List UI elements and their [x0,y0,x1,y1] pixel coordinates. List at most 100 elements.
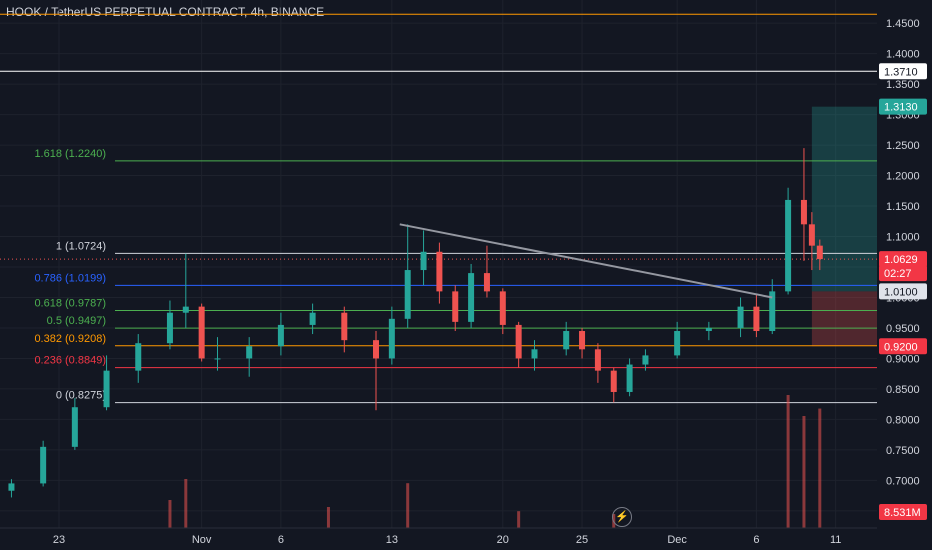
price-tag-box [879,283,927,300]
x-tick-label: Dec [667,534,687,546]
candle-body [198,306,205,359]
volume-bar [406,483,410,528]
y-tick-label: 1.1000 [886,232,920,244]
candle-body [483,273,490,292]
fib-label: 1 (1.0724) [56,240,106,252]
volume-bar [517,511,521,528]
candle-body [594,349,601,371]
price-tag-label: 1.3130 [884,102,918,114]
price-tags: 1.3710 1.3130 1.0629 02:27 1.0100 0.9200 8.531… [879,63,927,520]
price-tag-box [879,251,927,268]
fib-label: 0.236 (0.8849) [34,355,106,367]
candle-body [753,306,760,332]
candle-body [182,306,189,313]
grid [0,0,877,528]
candle-body [769,291,776,332]
candle-body [388,318,395,359]
y-tick-label: 1.2000 [886,171,920,183]
candle-body [579,331,586,350]
candle-body [674,331,681,356]
price-tag-box [879,265,927,282]
price-tag-box [879,338,927,355]
y-tick-label: 0.9000 [886,353,920,365]
price-tag-label: 1.0629 [884,254,918,266]
price-tag-box [879,63,927,80]
fib-label: 1.618 (1.2240) [34,148,106,160]
price-tag-box [879,98,927,115]
candle-body [468,273,475,322]
volume-bar [326,507,330,528]
candles [8,148,823,498]
volume-bar [802,416,806,528]
candle-body [40,446,47,484]
y-tick-label: 0.8000 [886,414,920,426]
candle-body [800,199,807,225]
trendline-segment [399,223,773,299]
fib-label: 0.786 (1.0199) [34,272,106,284]
candle-body [404,270,411,319]
candle-body [341,312,348,341]
x-tick-label: 23 [53,534,65,546]
candle-body [103,370,110,408]
volume-bar [168,500,172,528]
x-tick-label: 11 [830,534,841,546]
candle-body [436,251,443,292]
candle-body [816,245,823,260]
x-tick-label: 6 [753,534,759,546]
y-tick-label: 0.7500 [886,445,920,457]
x-tick-label: 6 [278,534,284,546]
volume-bars [168,395,822,528]
price-tag-label: 0.9200 [884,341,918,353]
trendline [399,223,773,299]
candle-body [246,346,253,359]
y-tick-label: 1.2500 [886,140,920,152]
candle-body [71,407,78,447]
y-tick-label: 1.1500 [886,201,920,213]
candle-body [135,343,142,371]
x-tick-label: 25 [576,534,588,546]
fib-label: 0 (0.8275) [56,390,106,402]
y-tick-label: 1.4000 [886,49,920,61]
candle-body [705,327,712,332]
volume-bar [184,479,188,528]
fib-label: 0.382 (0.9208) [34,333,106,345]
price-tag-label: 02:27 [884,268,912,280]
y-tick-label: 0.8500 [886,384,920,396]
candle-body [563,331,570,350]
x-tick-label: Nov [192,534,212,546]
price-tag-label: 8.531M [884,507,921,519]
price-tag-label: 1.0100 [884,286,918,298]
candle-body [515,324,522,359]
candle-body [785,199,792,292]
candle-body [166,312,173,344]
candle-body [420,251,427,271]
y-tick-label: 1.4500 [886,18,920,30]
x-tick-label: 20 [497,534,509,546]
fib-label: 0.618 (0.9787) [34,297,106,309]
candle-body [531,349,538,359]
candle-body [499,291,506,325]
price-tag-box [879,504,927,520]
chart-title: HOOK / TetherUS PERPETUAL CONTRACT, 4h, … [6,5,325,19]
price-tag-label: 1.3710 [884,66,918,78]
candle-body [309,312,316,325]
candle-body [610,370,617,392]
x-tick-label: 13 [386,534,398,546]
candle-body [808,224,815,246]
fib-label: 0.5 (0.9497) [47,315,106,327]
candle-body [277,324,284,347]
time-axis [0,528,932,550]
volume-bar [786,395,790,528]
fib-levels: 1.618 (1.2240) 1 (1.0724) 0.786 (1.0199) 0.… [0,13,877,404]
y-tick-label: 1.3500 [886,79,920,91]
replay-icon[interactable]: ⚡ [612,507,632,527]
candle-body [626,364,633,392]
candle-body [214,358,221,360]
volume-bar [818,408,822,528]
candle-body [737,306,744,328]
candle-body [642,355,649,365]
y-tick-label: 0.9500 [886,323,920,335]
candle-body [373,340,379,359]
y-tick-label: 0.7000 [886,475,920,487]
